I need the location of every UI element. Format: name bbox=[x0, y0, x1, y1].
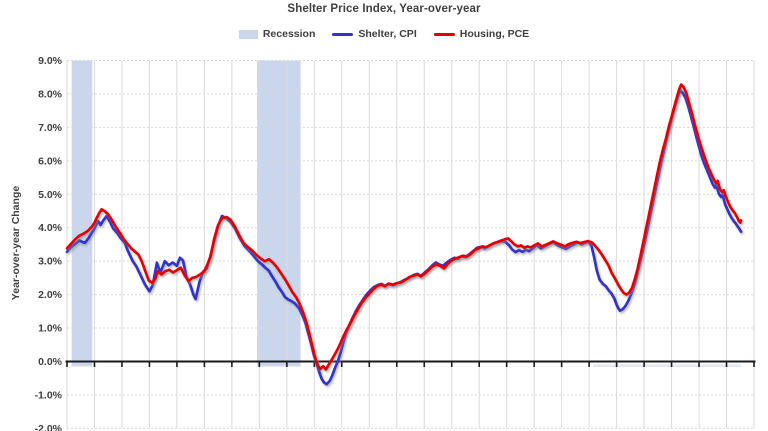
legend-label-recession: Recession bbox=[262, 28, 316, 40]
y-tick-label: 3.0% bbox=[38, 256, 63, 268]
y-tick-label: 7.0% bbox=[38, 122, 63, 134]
legend: Recession Shelter, CPI Housing, PCE bbox=[0, 28, 768, 40]
y-tick-label: 1.0% bbox=[38, 323, 63, 335]
y-tick-label: -1.0% bbox=[35, 389, 63, 401]
y-tick-label: 6.0% bbox=[38, 155, 63, 167]
legend-item-recession: Recession bbox=[238, 28, 316, 40]
y-tick-label: 8.0% bbox=[38, 88, 63, 100]
legend-item-shelter-cpi: Shelter, CPI bbox=[332, 28, 417, 40]
legend-item-housing-pce: Housing, PCE bbox=[433, 28, 530, 40]
housing-pce-line bbox=[65, 83, 743, 371]
y-tick-label: 9.0% bbox=[38, 55, 63, 67]
shelter-cpi-swatch bbox=[332, 32, 354, 36]
shelter-cpi-line bbox=[65, 89, 743, 386]
y-tick-label: -2.0% bbox=[35, 423, 63, 431]
recession-band bbox=[71, 60, 93, 367]
y-tick-label: 5.0% bbox=[38, 189, 63, 201]
y-tick-label: 4.0% bbox=[38, 222, 63, 234]
sub-axis-marker bbox=[593, 364, 742, 367]
legend-label-housing-pce: Housing, PCE bbox=[459, 28, 530, 40]
y-tick-label: 2.0% bbox=[38, 289, 63, 301]
legend-label-shelter-cpi: Shelter, CPI bbox=[358, 28, 417, 40]
housing-pce-swatch bbox=[433, 32, 455, 36]
y-tick-label: 0.0% bbox=[38, 356, 63, 368]
recession-swatch bbox=[238, 29, 258, 39]
chart-title: Shelter Price Index, Year-over-year bbox=[287, 3, 481, 15]
recession-band bbox=[257, 60, 301, 367]
